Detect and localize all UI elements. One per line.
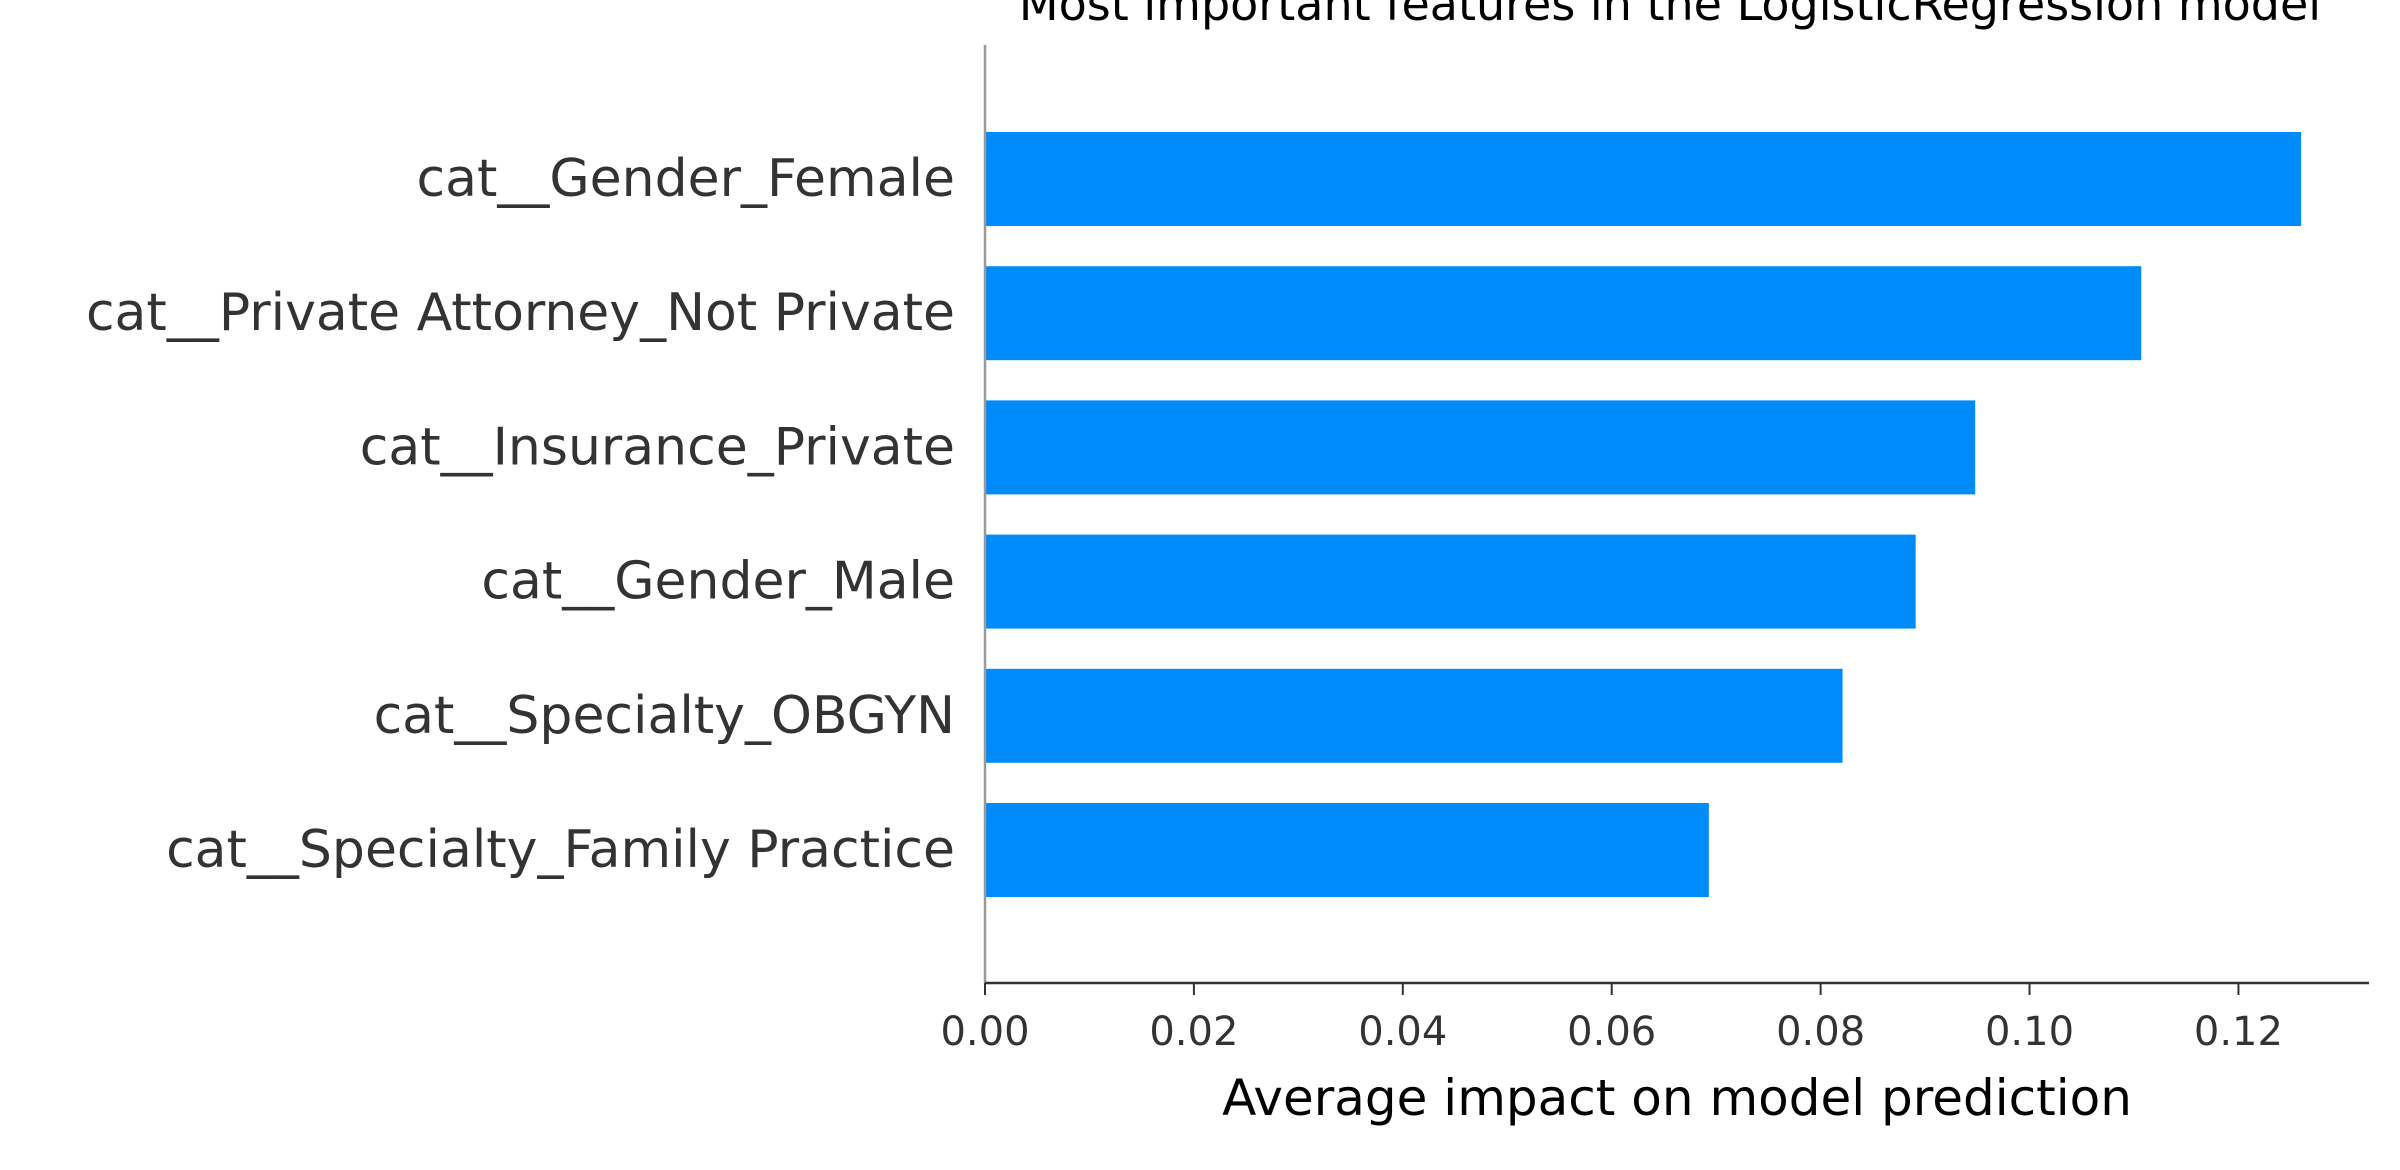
- bars-layer: [985, 132, 2302, 897]
- bar: [985, 534, 1916, 629]
- x-ticks-layer: 0.00 0.02 0.04 0.06 0.08 0.10 0.12: [940, 983, 2283, 1055]
- feature-label: cat__Private Attorney_Not Private: [86, 283, 955, 343]
- bar: [985, 132, 2302, 226]
- bar: [985, 668, 1843, 763]
- feature-label: cat__Specialty_Family Practice: [166, 820, 955, 880]
- x-tick-label: 0.04: [1358, 1009, 1447, 1055]
- x-tick-label: 0.10: [1985, 1009, 2074, 1055]
- x-tick-label: 0.02: [1149, 1009, 1238, 1055]
- x-tick-label: 0.06: [1567, 1009, 1656, 1055]
- x-tick-label: 0.08: [1776, 1009, 1865, 1055]
- feature-label: cat__Insurance_Private: [360, 417, 955, 477]
- x-tick-label: 0.00: [940, 1009, 1029, 1055]
- x-axis-label: Average impact on model prediction: [1222, 1069, 2132, 1127]
- feature-label: cat__Gender_Male: [481, 552, 955, 612]
- x-tick-label: 0.12: [2194, 1009, 2283, 1055]
- feature-labels-layer: cat__Gender_Female cat__Private Attorney_…: [86, 149, 955, 880]
- feature-label: cat__Gender_Female: [417, 149, 955, 209]
- bar: [985, 266, 2142, 361]
- feature-label: cat__Specialty_OBGYN: [374, 686, 955, 746]
- bar: [985, 803, 1709, 897]
- chart-title: Most important features in the LogisticR…: [1019, 0, 2321, 31]
- bar: [985, 400, 1976, 495]
